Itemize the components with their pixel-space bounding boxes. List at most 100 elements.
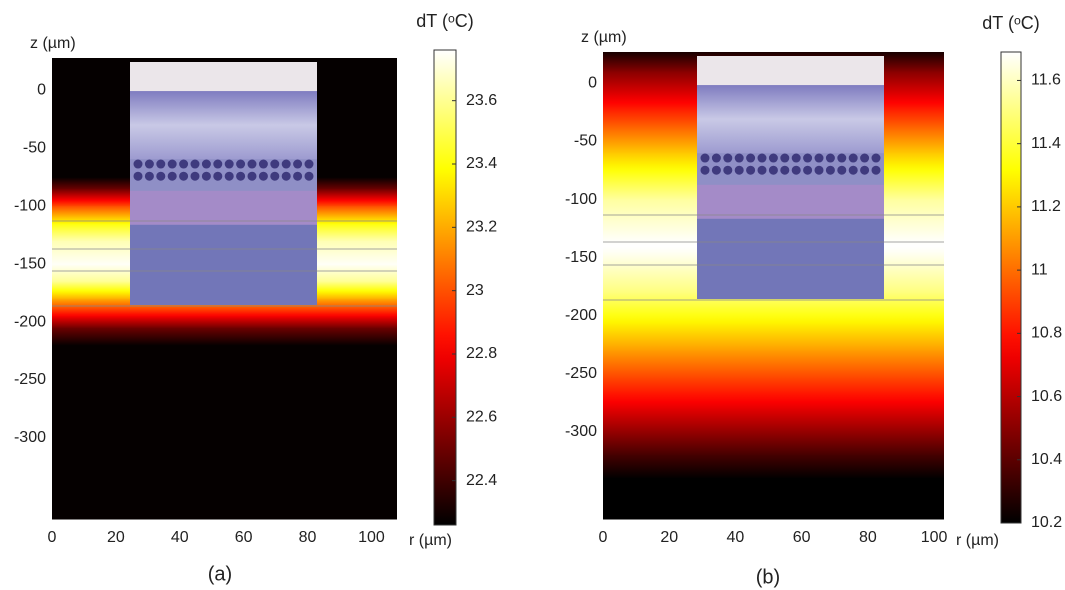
inset-nucleus [791,165,801,175]
x-tick-label: 100 [358,529,385,546]
inset-nucleus [167,159,177,169]
inset-layer [130,190,317,225]
inset-nucleus [293,171,303,181]
colorbar-tick-label: 22.6 [466,409,497,426]
inset-nucleus [293,159,303,169]
inset-nucleus [780,153,790,163]
inset-nucleus [768,165,778,175]
inset-nucleus [825,153,835,163]
colorbar-tick-label: 11.6 [1031,72,1061,89]
y-tick-label: -100 [565,191,597,208]
inset-nucleus [837,165,847,175]
inset-nucleus [201,159,211,169]
inset-nucleus [133,159,143,169]
inset-nucleus [179,159,189,169]
y-tick-label: 0 [37,82,46,99]
inset-layer [130,91,317,160]
heat-strip [603,350,944,410]
inset-nucleus [746,153,756,163]
inset-nucleus [860,153,870,163]
colorbar-tick-label: 23 [466,282,484,299]
inset-nucleus [201,171,211,181]
x-tick-label: 60 [793,529,811,546]
inset-nucleus [236,171,246,181]
heat-strip [603,478,944,520]
colorbar-tick-label: 23.2 [466,219,497,236]
heat-strip [52,316,397,329]
inset-nucleus [803,153,813,163]
inset-nucleus [860,165,870,175]
x-tick-label: 20 [107,529,125,546]
inset-nucleus [156,171,166,181]
colorbar-tick-label: 23.6 [466,92,497,109]
inset-nucleus [156,159,166,169]
y-tick-label: -200 [14,313,46,330]
colorbar-tick-label: 22.8 [466,345,497,362]
y-tick-label: -50 [23,140,46,157]
y-axis-label: z (µm) [30,35,76,52]
inset-nucleus [190,171,200,181]
inset-nucleus [734,165,744,175]
inset-nucleus [711,153,721,163]
inset-nucleus [133,171,143,181]
inset-layer [697,218,884,299]
x-tick-label: 20 [660,529,678,546]
colorbar-label: dT (ᵒC) [982,13,1039,33]
x-tick-label: 0 [599,529,608,546]
inset-nucleus [700,165,710,175]
colorbar-tick-label: 10.4 [1031,451,1062,468]
inset-nucleus [224,171,234,181]
inset-layer [697,184,884,219]
inset-nucleus [270,159,280,169]
inset-nucleus [723,165,733,175]
inset-nucleus [848,165,858,175]
inset-nucleus [179,171,189,181]
inset-nucleus [247,159,257,169]
inset-nucleus [304,159,314,169]
inset-nucleus [814,153,824,163]
y-tick-label: 0 [588,75,597,92]
inset-nucleus [236,159,246,169]
heat-strip [603,408,944,456]
y-tick-label: -50 [574,133,597,150]
inset-nucleus [871,153,881,163]
y-tick-label: -300 [565,423,597,440]
y-tick-label: -200 [565,307,597,324]
inset-nucleus [144,171,154,181]
inset-nucleus [711,165,721,175]
inset-nucleus [780,165,790,175]
x-axis-label: r (µm) [409,532,452,549]
inset-nucleus [757,165,767,175]
inset-nucleus [746,165,756,175]
x-tick-label: 40 [727,529,745,546]
inset-nucleus [768,153,778,163]
inset-nucleus [723,153,733,163]
inset-nucleus [247,171,257,181]
inset-layer [697,85,884,154]
y-tick-label: -150 [14,255,46,272]
inset-nucleus [848,153,858,163]
x-tick-label: 100 [921,529,948,546]
y-tick-label: -150 [565,249,597,266]
colorbar [433,49,457,526]
inset-nucleus [803,165,813,175]
heat-strip [603,292,944,352]
inset-nucleus [791,153,801,163]
x-tick-label: 60 [235,529,253,546]
colorbar-tick-label: 10.8 [1031,325,1062,342]
x-tick-label: 80 [859,529,877,546]
inset-nucleus [281,159,291,169]
colorbar-tick-label: 11 [1031,261,1048,278]
x-tick-label: 0 [48,529,57,546]
y-tick-label: -300 [14,429,46,446]
colorbar [1000,51,1022,524]
colorbar-tick-label: 10.2 [1031,514,1062,531]
heat-strip [603,455,944,479]
inset-nucleus [700,153,710,163]
heat-strip [52,345,397,520]
y-tick-label: -250 [565,365,597,382]
colorbar-tick-label: 11.4 [1031,135,1061,152]
colorbar-label: dT (ᵒC) [416,11,473,31]
x-axis-label: r (µm) [956,532,999,549]
